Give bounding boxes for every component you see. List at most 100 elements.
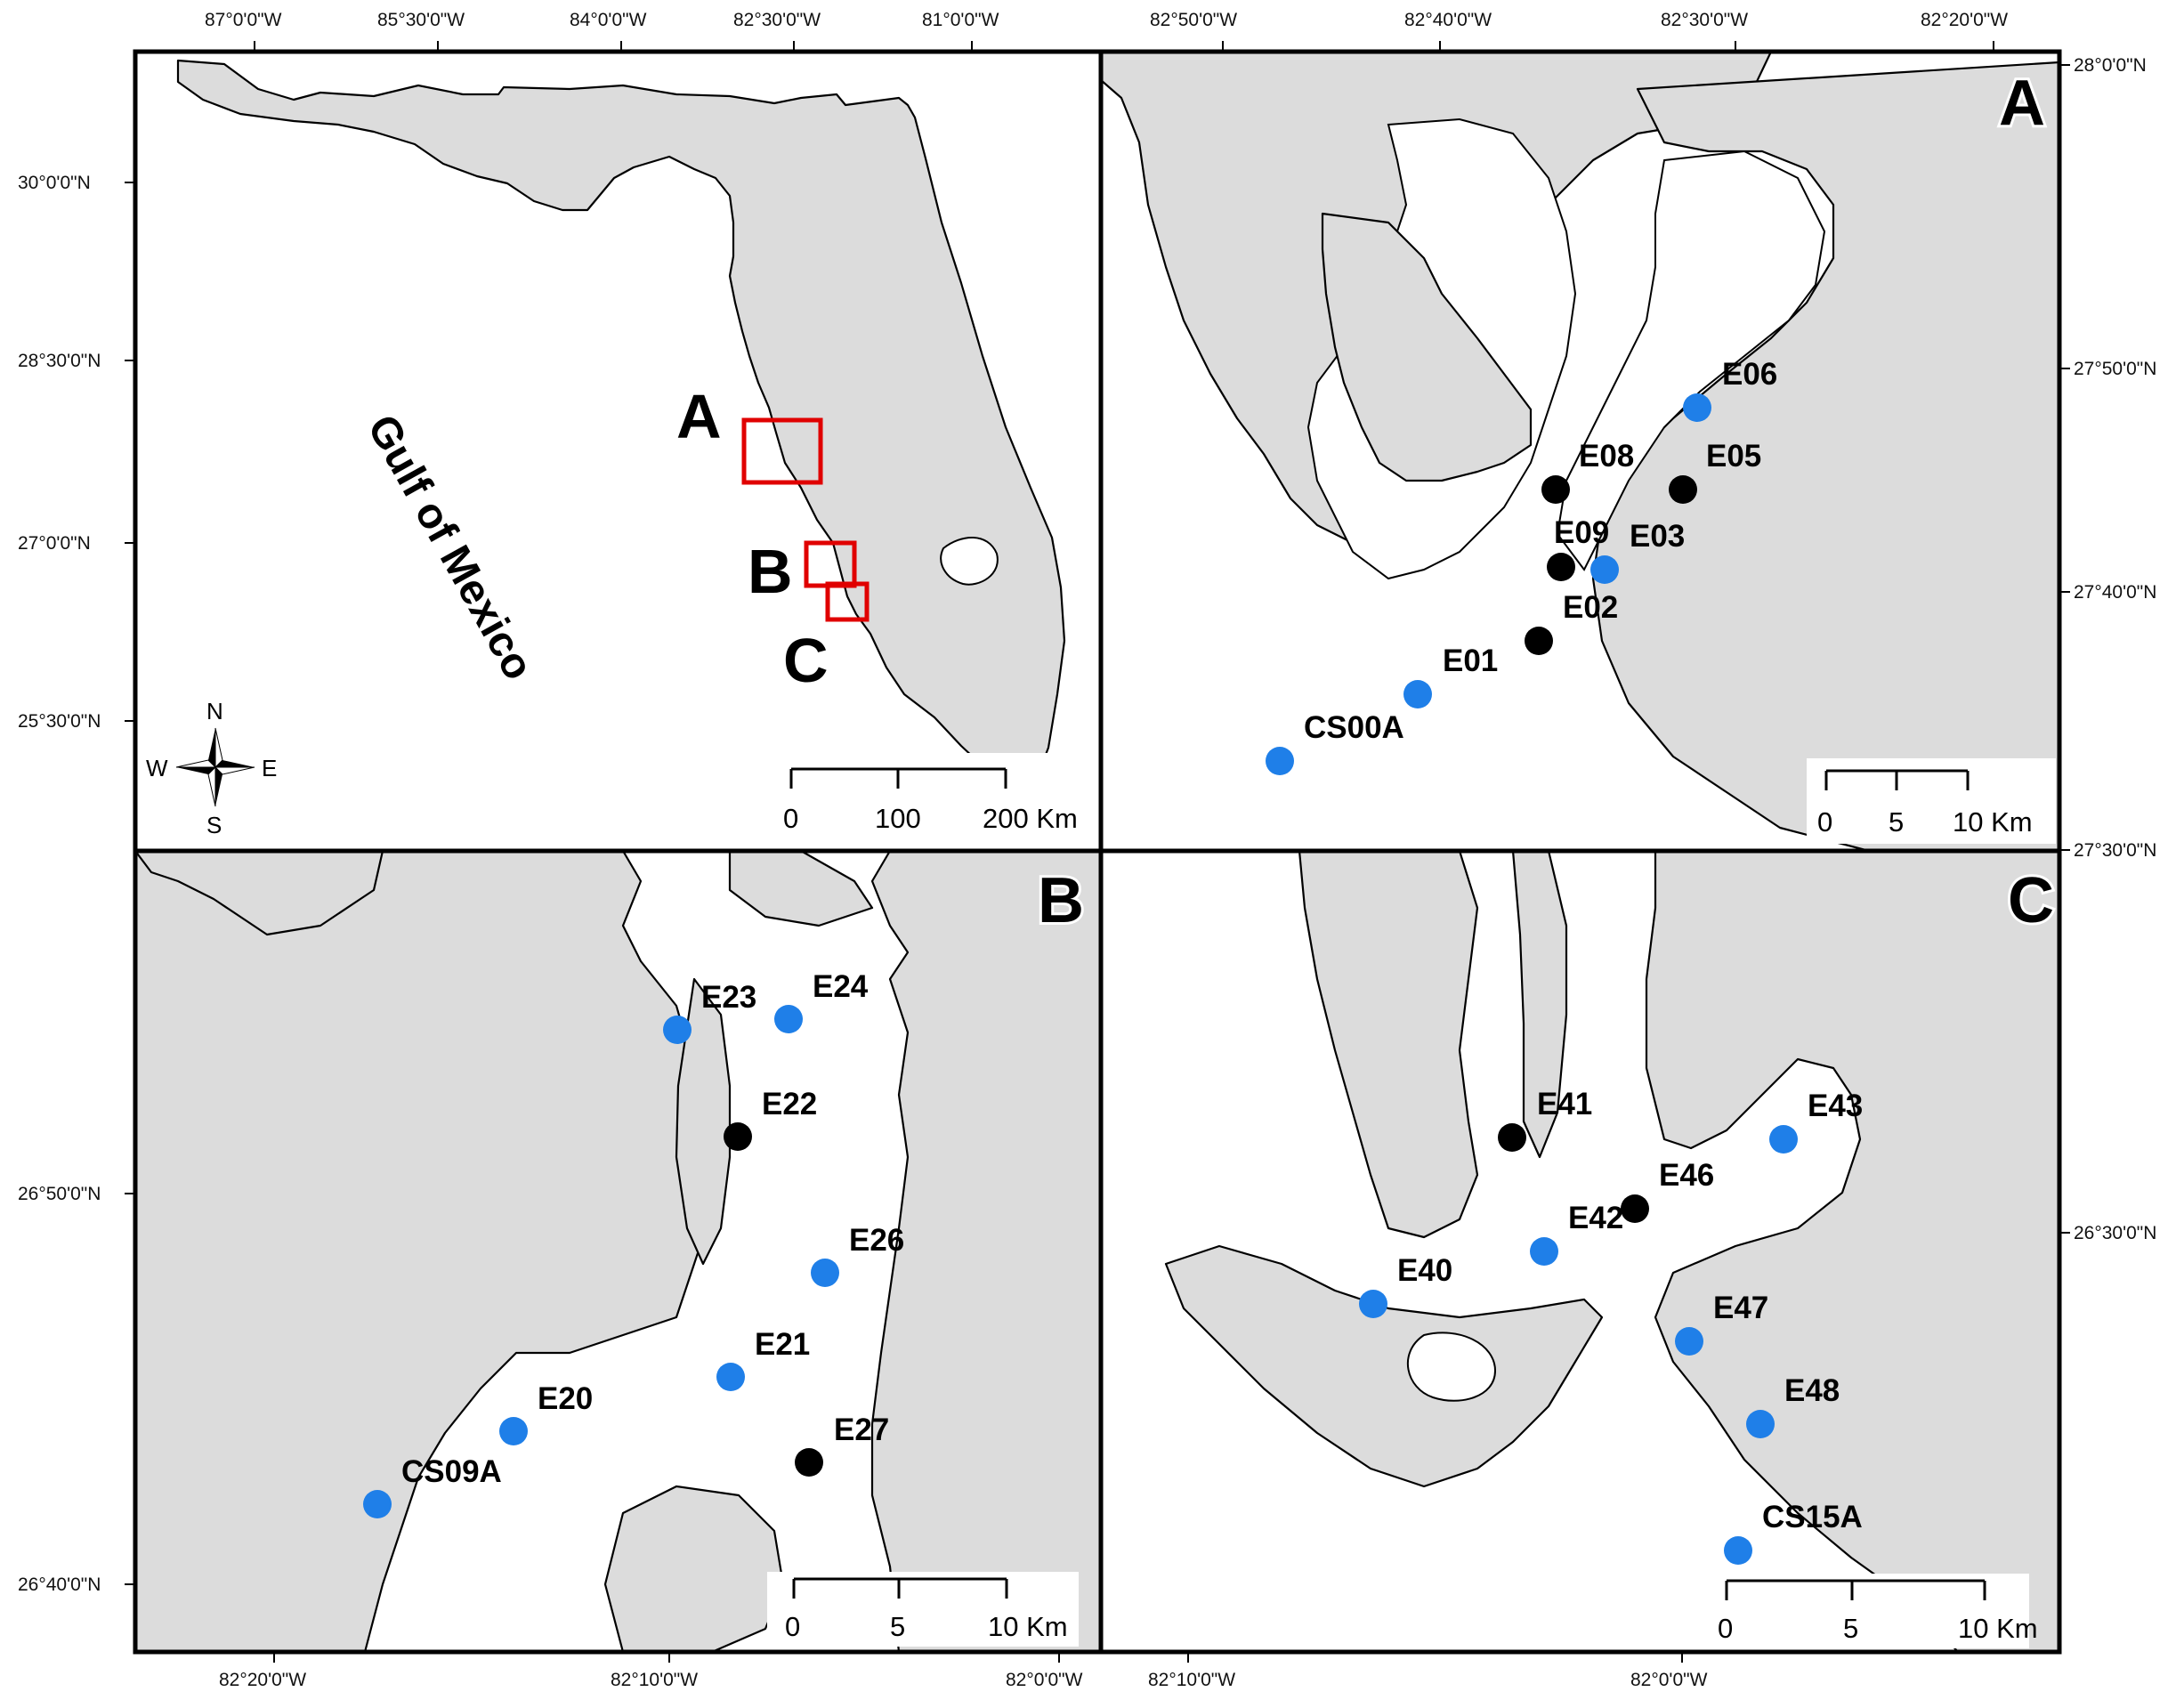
- svg-text:CS00A: CS00A: [1304, 710, 1404, 745]
- compass-n: N: [206, 698, 223, 725]
- panel-b-sites: E23 E24 E22 E26 E21 E20 E27 CS09A: [363, 969, 904, 1518]
- lat-label: 27°30'0"N: [2074, 840, 2156, 861]
- svg-text:E43: E43: [1808, 1089, 1863, 1123]
- site-e09[interactable]: E09: [1547, 515, 1609, 581]
- site-e21[interactable]: E21: [716, 1327, 810, 1391]
- scale-tick-200-km: 200 Km: [983, 803, 1078, 834]
- scale-tick-10-km: 10 Km: [1953, 806, 2033, 838]
- panel-c: C 0 5 10 Km E41 E43 E46 E42 E40 E47 E48 …: [1164, 851, 2059, 1652]
- svg-text:E47: E47: [1713, 1291, 1768, 1325]
- site-e41[interactable]: E41: [1498, 1087, 1592, 1152]
- lon-label: 85°30'0"W: [377, 10, 465, 30]
- site-e03[interactable]: E03: [1590, 519, 1685, 584]
- panel-b-left-latitudes: 26°50'0"N 26°40'0"N: [18, 1184, 135, 1595]
- lat-label: 26°50'0"N: [18, 1184, 101, 1204]
- overview-top-longitudes: 87°0'0"W 85°30'0"W 84°0'0"W 82°30'0"W 81…: [205, 10, 999, 52]
- site-e47[interactable]: E47: [1675, 1291, 1768, 1356]
- site-e20[interactable]: E20: [499, 1381, 593, 1445]
- scale-tick-0: 0: [1718, 1613, 1733, 1644]
- lat-label: 27°0'0"N: [18, 533, 91, 554]
- compass-e: E: [262, 755, 277, 781]
- svg-text:E48: E48: [1784, 1373, 1840, 1408]
- panel-c-sites: E41 E43 E46 E42 E40 E47 E48 CS15A: [1359, 1087, 1863, 1565]
- panel-a-letter: A: [1999, 68, 2045, 139]
- lat-label: 25°30'0"N: [18, 711, 101, 732]
- scale-tick-100: 100: [875, 803, 921, 834]
- florida-landmass: [176, 59, 1066, 787]
- lat-label: 28°30'0"N: [18, 351, 101, 371]
- site-cs00a[interactable]: CS00A: [1266, 710, 1404, 775]
- lat-label: 27°50'0"N: [2074, 359, 2156, 379]
- scale-tick-5: 5: [1889, 806, 1904, 838]
- panel-a-land: [1101, 52, 2059, 851]
- scale-tick-10-km: 10 Km: [988, 1611, 1068, 1642]
- lon-label: 82°0'0"W: [1006, 1670, 1083, 1690]
- lat-label: 26°30'0"N: [2074, 1223, 2156, 1243]
- lon-label: 82°50'0"W: [1150, 10, 1237, 30]
- panel-c-frame: [1098, 848, 2062, 1655]
- panel-a-top-longitudes: 82°50'0"W 82°40'0"W 82°30'0"W 82°20'0"W: [1150, 10, 2008, 52]
- svg-text:E06: E06: [1722, 357, 1777, 392]
- svg-text:E40: E40: [1397, 1253, 1452, 1288]
- svg-text:E23: E23: [701, 980, 756, 1015]
- lon-label: 82°30'0"W: [733, 10, 821, 30]
- svg-text:E05: E05: [1706, 439, 1761, 474]
- site-e01[interactable]: E01: [1403, 644, 1498, 708]
- site-e06[interactable]: E06: [1683, 357, 1777, 422]
- panel-a-scale-bar: 0 5 10 Km: [1807, 758, 2056, 844]
- lon-label: 81°0'0"W: [922, 10, 999, 30]
- compass-s: S: [206, 812, 222, 838]
- site-e23[interactable]: E23: [663, 980, 756, 1044]
- svg-text:E02: E02: [1563, 590, 1618, 625]
- svg-text:E26: E26: [849, 1223, 904, 1258]
- lon-label: 82°10'0"W: [611, 1670, 698, 1690]
- lon-label: 87°0'0"W: [205, 10, 282, 30]
- panel-b: B 0 5 10 Km E23 E24 E22 E26 E21 E20 E27 …: [135, 851, 1101, 1652]
- site-e22[interactable]: E22: [724, 1087, 817, 1151]
- svg-text:E21: E21: [755, 1327, 810, 1362]
- lon-label: 82°40'0"W: [1404, 10, 1492, 30]
- lon-label: 82°20'0"W: [1921, 10, 2008, 30]
- inset-box-c: [825, 581, 870, 622]
- site-e48[interactable]: E48: [1746, 1373, 1840, 1438]
- panel-c-letter: C: [2008, 865, 2054, 936]
- lon-label: 84°0'0"W: [570, 10, 647, 30]
- svg-text:E03: E03: [1630, 519, 1685, 554]
- inset-label-a: A: [676, 382, 722, 451]
- site-e26[interactable]: E26: [811, 1223, 904, 1287]
- lat-label: 26°40'0"N: [18, 1575, 101, 1595]
- site-e24[interactable]: E24: [774, 969, 869, 1033]
- panel-b-land: [135, 851, 1101, 1652]
- svg-text:CS15A: CS15A: [1762, 1500, 1863, 1534]
- site-e42[interactable]: E42: [1530, 1201, 1623, 1266]
- lon-label: 82°20'0"W: [219, 1670, 306, 1690]
- panel-a-right-latitudes: 28°0'0"N 27°50'0"N 27°40'0"N 27°30'0"N: [2059, 55, 2156, 861]
- site-e08[interactable]: E08: [1541, 439, 1634, 504]
- panel-c-right-latitudes: 26°30'0"N: [2059, 1223, 2156, 1243]
- compass-rose-icon: N S E W: [146, 698, 277, 838]
- scale-tick-0: 0: [1817, 806, 1832, 838]
- site-e27[interactable]: E27: [795, 1413, 889, 1477]
- lon-label: 82°10'0"W: [1148, 1670, 1235, 1690]
- panel-b-letter: B: [1038, 865, 1084, 936]
- site-e43[interactable]: E43: [1769, 1089, 1863, 1154]
- site-cs15a[interactable]: CS15A: [1724, 1500, 1863, 1565]
- site-cs09a[interactable]: CS09A: [363, 1454, 502, 1518]
- scale-tick-0: 0: [783, 803, 798, 834]
- site-e05[interactable]: E05: [1669, 439, 1761, 504]
- panel-b-scale-bar: 0 5 10 Km: [767, 1572, 1079, 1647]
- site-e40[interactable]: E40: [1359, 1253, 1452, 1318]
- panel-b-bottom-longitudes: 82°20'0"W 82°10'0"W 82°0'0"W: [219, 1652, 1083, 1690]
- svg-text:E46: E46: [1659, 1158, 1714, 1193]
- site-e46[interactable]: E46: [1621, 1158, 1714, 1223]
- overview-panel: Gulf of Mexico A B C N S E W 0: [146, 59, 1095, 838]
- overview-scale-bar: 0 100 200 Km: [748, 753, 1095, 835]
- svg-text:E08: E08: [1579, 439, 1634, 474]
- lon-label: 82°0'0"W: [1630, 1670, 1708, 1690]
- site-e02[interactable]: E02: [1525, 590, 1618, 655]
- scale-tick-5: 5: [1843, 1613, 1858, 1644]
- lat-label: 30°0'0"N: [18, 173, 91, 193]
- svg-text:E41: E41: [1537, 1087, 1592, 1121]
- inset-label-b: B: [748, 537, 793, 606]
